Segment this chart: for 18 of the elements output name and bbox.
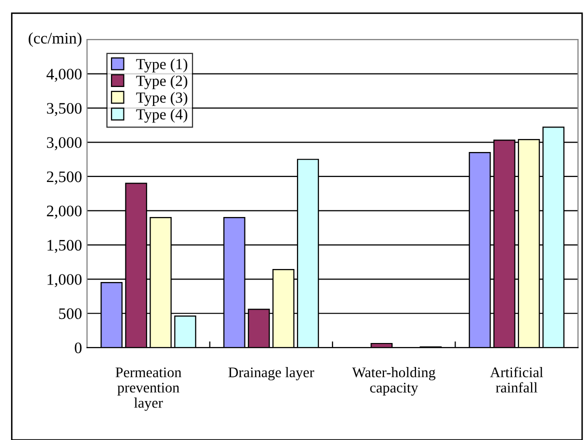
- x-tick-label: Permeation prevention layer: [116, 368, 182, 411]
- y-tick-label: 1,000: [48, 274, 82, 288]
- x-tick-label: Water-holding capacity: [352, 367, 436, 396]
- y-tick-label: 2,000: [46, 206, 82, 219]
- legend-label: Type (2): [136, 75, 188, 90]
- legend-label: Type (4): [136, 108, 188, 123]
- x-tick-label: Drainage layer: [228, 367, 314, 380]
- legend-label: Type (3): [136, 92, 188, 106]
- y-tick-label: 500: [59, 308, 82, 320]
- y-tick-label: 2,500: [46, 171, 82, 184]
- y-tick-label: 0: [74, 342, 82, 354]
- legend-label: Type (1): [136, 58, 188, 72]
- x-tick-label: Artificial rainfall: [490, 366, 544, 393]
- y-tick-label: 3,000: [46, 137, 82, 150]
- y-tick-label: 3,500: [46, 102, 82, 116]
- y-tick-label: 4,000: [46, 68, 82, 82]
- y-tick-label: 1,500: [48, 240, 82, 253]
- y-axis-title: (cc/min): [28, 32, 82, 47]
